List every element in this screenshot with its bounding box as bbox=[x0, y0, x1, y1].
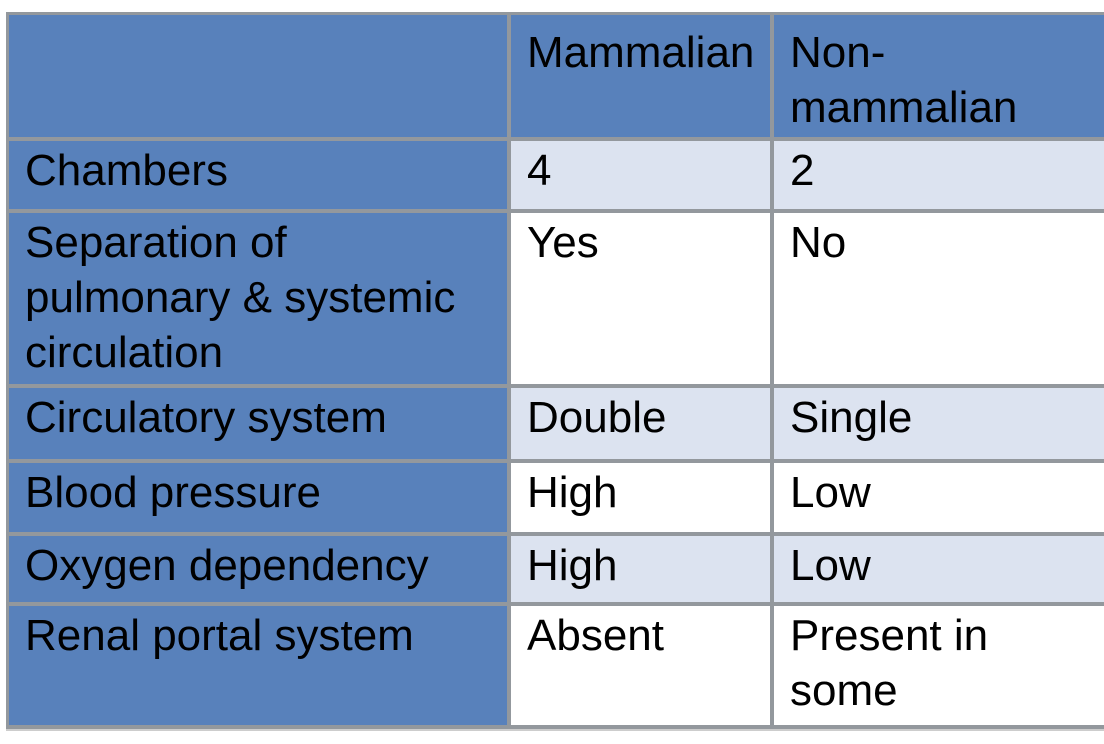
column-header-mammalian: Mammalian bbox=[511, 15, 774, 141]
table-row-chambers: Chambers 4 2 bbox=[9, 141, 1104, 213]
mammalian-value-cell: Absent bbox=[511, 606, 774, 729]
non-mammalian-value-cell: Low bbox=[774, 463, 1104, 536]
row-label-cell: Renal portal system bbox=[9, 606, 511, 729]
mammalian-value-cell: Yes bbox=[511, 213, 774, 388]
non-mammalian-value-cell: No bbox=[774, 213, 1104, 388]
row-label-cell: Oxygen dependency bbox=[9, 536, 511, 606]
non-mammalian-value-cell: Low bbox=[774, 536, 1104, 606]
row-label-cell: Chambers bbox=[9, 141, 511, 213]
column-header-non-mammalian: Non-mammalian bbox=[774, 15, 1104, 141]
comparison-table: Mammalian Non-mammalian Chambers 4 2 Sep… bbox=[6, 12, 1104, 729]
corner-header-cell bbox=[9, 15, 511, 141]
table-row-separation: Separation of pulmonary & systemic circu… bbox=[9, 213, 1104, 388]
row-label-cell: Separation of pulmonary & systemic circu… bbox=[9, 213, 511, 388]
row-label-cell: Circulatory system bbox=[9, 388, 511, 463]
mammalian-value-cell: 4 bbox=[511, 141, 774, 213]
table-header-row: Mammalian Non-mammalian bbox=[9, 15, 1104, 141]
table-row-renal-portal-system: Renal portal system Absent Present in so… bbox=[9, 606, 1104, 729]
mammalian-value-cell: Double bbox=[511, 388, 774, 463]
table-row-circulatory-system: Circulatory system Double Single bbox=[9, 388, 1104, 463]
non-mammalian-value-cell: Present in some bbox=[774, 606, 1104, 729]
non-mammalian-value-cell: 2 bbox=[774, 141, 1104, 213]
mammalian-value-cell: High bbox=[511, 463, 774, 536]
table-row-blood-pressure: Blood pressure High Low bbox=[9, 463, 1104, 536]
non-mammalian-value-cell: Single bbox=[774, 388, 1104, 463]
mammalian-value-cell: High bbox=[511, 536, 774, 606]
row-label-cell: Blood pressure bbox=[9, 463, 511, 536]
table-row-oxygen-dependency: Oxygen dependency High Low bbox=[9, 536, 1104, 606]
